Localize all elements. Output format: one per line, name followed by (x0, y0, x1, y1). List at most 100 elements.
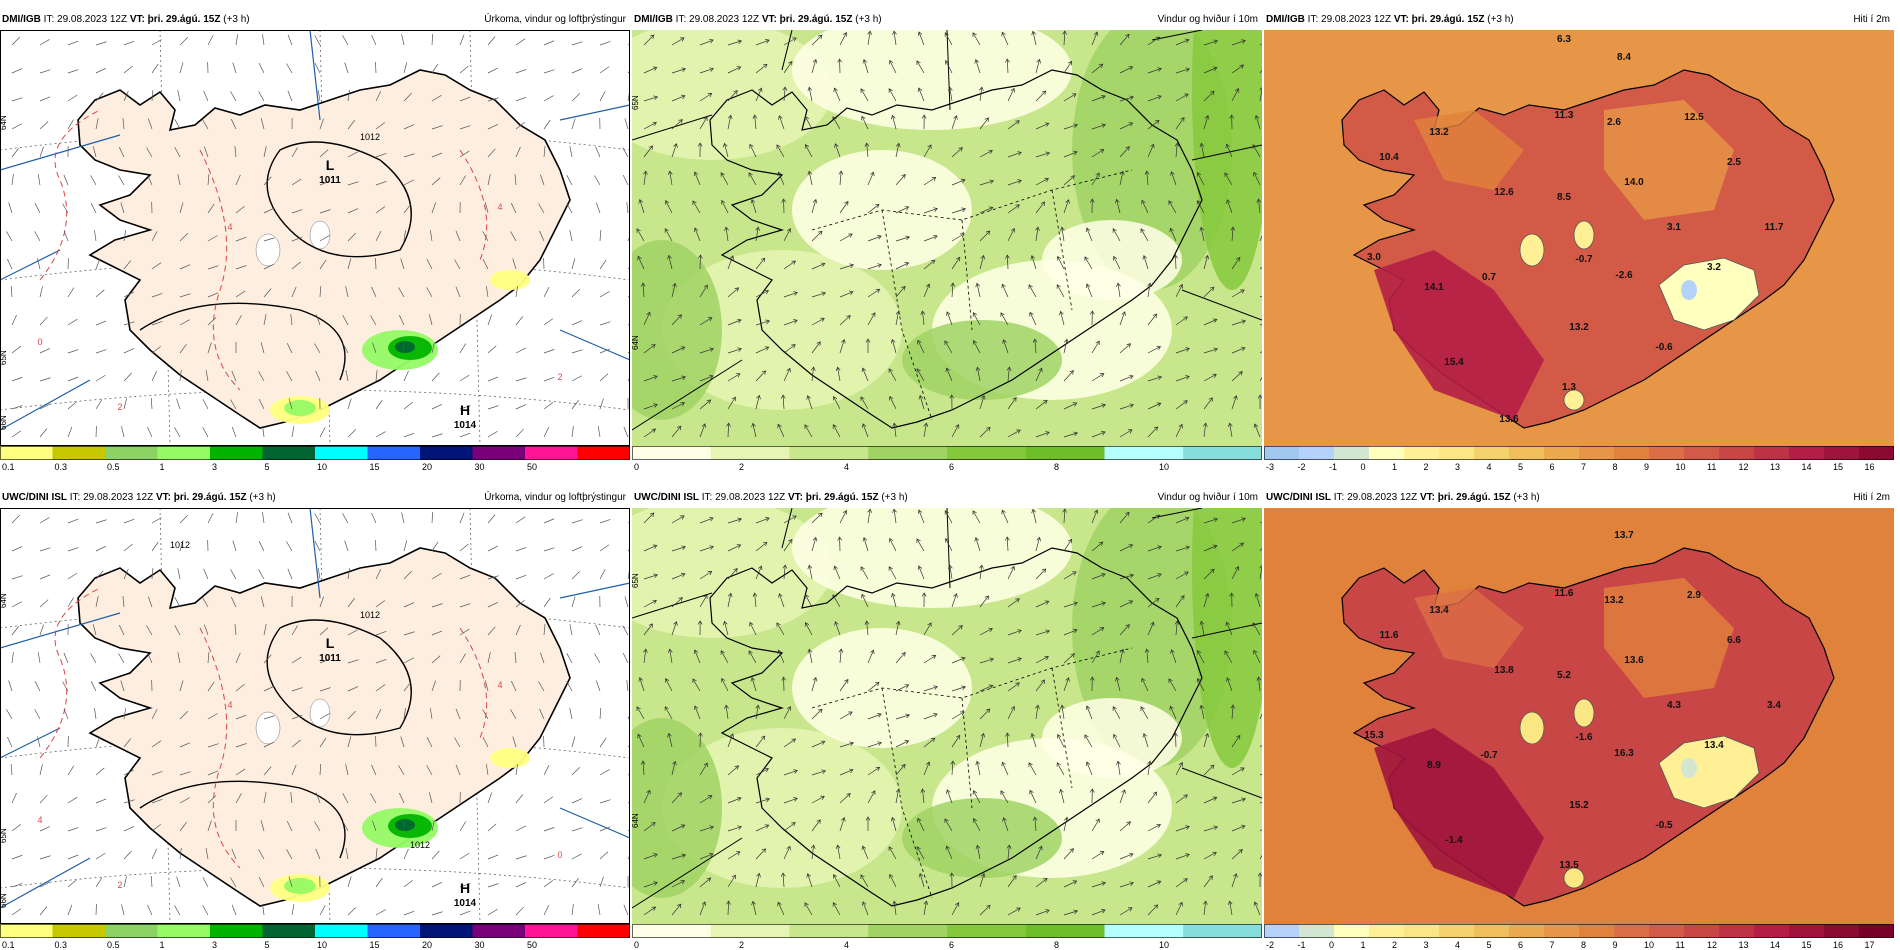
wind-map[interactable]: 65N 64N (632, 508, 1262, 924)
colorbar-swatch (1104, 924, 1184, 938)
iceland-coastline (77, 69, 571, 429)
colorbar-swatch (472, 446, 526, 460)
latitude-label: 64N (632, 813, 640, 828)
colorbar-swatch (1183, 924, 1262, 938)
colorbar-swatch (157, 924, 211, 938)
issue-time: IT: 29.08.2023 12Z (675, 14, 760, 25)
temperature-value: -0.7 (1480, 750, 1498, 761)
glacier-area (309, 220, 331, 250)
colorbar-swatch (1369, 446, 1405, 460)
colorbar-swatch (1299, 446, 1335, 460)
temperature-contour (459, 627, 488, 739)
temperature-value: 10.4 (1379, 152, 1399, 163)
issue-time: IT: 29.08.2023 12Z (43, 14, 128, 25)
isobar (139, 302, 346, 381)
colorbar-tick-label: 0.1 (2, 940, 15, 950)
latitude-label: 64N (632, 335, 640, 350)
colorbar-swatch (1859, 924, 1894, 938)
colorbar-tick-label: 0 (634, 462, 639, 472)
field-title: Hiti í 2m (1853, 492, 1890, 503)
colorbar-tick-label: 10 (1676, 462, 1686, 472)
temperature-value: 4.3 (1667, 700, 1681, 711)
colorbar-swatch (577, 446, 630, 460)
boundary-line (632, 837, 743, 909)
region-boundary (961, 219, 973, 331)
region-boundary (811, 169, 1133, 231)
colorbar-tick-label: 2 (739, 462, 744, 472)
colorbar-tick-label: 5 (1518, 462, 1523, 472)
colorbar-swatch (1404, 924, 1440, 938)
colorbar-swatch (525, 446, 578, 460)
temperature-contour (39, 587, 101, 759)
panel-header: DMI/IGB IT: 29.08.2023 12Z VT: þri. 29.á… (632, 12, 1262, 28)
wind-vectors (636, 30, 1262, 438)
colorbar-tick-label: 3 (212, 940, 217, 950)
panel-uwc-wind: UWC/DINI ISL IT: 29.08.2023 12Z VT: þri.… (632, 490, 1262, 950)
field-title: Hiti í 2m (1853, 14, 1890, 25)
colorbar-tick-label: 6 (1550, 462, 1555, 472)
colorbar-swatch (1789, 446, 1825, 460)
boundary-line (309, 508, 321, 599)
temperature-value: 8.9 (1427, 760, 1441, 771)
isobar (266, 141, 412, 258)
panel-uwc-precip: UWC/DINI ISL IT: 29.08.2023 12Z VT: þri.… (0, 490, 630, 950)
precip-colorbar: 0.1 0.3 0.5 1 3 5 10 15 20 30 50 (0, 446, 630, 472)
colorbar-swatch (1183, 446, 1262, 460)
temperature-value: 3.2 (1707, 262, 1721, 273)
latitude-label: 64N (0, 115, 8, 130)
temperature-value: -0.6 (1655, 342, 1673, 353)
colorbar-tick-label: 10 (317, 940, 327, 950)
high-pressure-marker: H (460, 880, 470, 896)
colorbar-swatch (210, 446, 263, 460)
pressure-value: 1014 (454, 898, 477, 909)
colorbar-swatch (367, 446, 421, 460)
lead-offset: (+3 h) (1487, 14, 1514, 25)
colorbar-swatch (1859, 446, 1894, 460)
panel-uwc-temp: UWC/DINI ISL IT: 29.08.2023 12Z VT: þri.… (1264, 490, 1894, 950)
lead-offset: (+3 h) (881, 492, 908, 503)
colorbar-tick-label: 3 (212, 462, 217, 472)
colorbar-tick-label: 15 (1802, 940, 1812, 950)
colorbar-tick-label: 0.3 (55, 462, 68, 472)
isobar (266, 619, 412, 736)
colorbar-tick-label: 1 (160, 940, 165, 950)
temperature-value: 13.2 (1429, 127, 1449, 138)
colorbar-tick-label: 4 (1487, 462, 1492, 472)
temperature-value: 0.7 (1482, 272, 1496, 283)
temp-map[interactable]: 13.7 13.4 11.6 11.6 13.2 2.9 13.6 6.6 13.8 5.2 4.3… (1264, 508, 1894, 924)
colorbar-tick-label: 5 (1487, 940, 1492, 950)
colorbar-tick-label: 20 (422, 462, 432, 472)
colorbar-swatch (789, 446, 869, 460)
colorbar-tick-label: -1 (1298, 940, 1306, 950)
colorbar-swatch (1649, 924, 1685, 938)
precip-map[interactable]: L 1011 H 1014 1012 1012 1012 4 2 4 4 0 65N 64N 66N (0, 508, 630, 924)
temp-map[interactable]: 8.4 13.2 10.4 11.3 2.6 12.5 14.0 2.5 12.6 8.5 3.1 1… (1264, 30, 1894, 446)
temperature-value: 2.6 (1607, 117, 1621, 128)
colorbar-tick-label: 13 (1770, 462, 1780, 472)
lead-offset: (+3 h) (249, 492, 276, 503)
boundary-line (1191, 144, 1262, 161)
issue-time: IT: 29.08.2023 12Z (701, 492, 786, 503)
wind-speed-area (632, 508, 832, 638)
boundary-line (0, 134, 121, 171)
colorbar-tick-label: 14 (1802, 462, 1812, 472)
boundary-line (0, 857, 91, 909)
boundary-line (309, 30, 321, 121)
colorbar-swatch (632, 924, 712, 938)
temperature-contour (199, 627, 241, 869)
glacier-area (1563, 389, 1585, 411)
wind-map[interactable]: 65N 64N (632, 30, 1262, 446)
boundary-line (0, 379, 91, 431)
precip-map[interactable]: L 1011 H 1014 1012 0 2 4 4 2 65N 64N 66N (0, 30, 630, 446)
colorbar-tick-label: -2 (1266, 940, 1274, 950)
boundary-line (632, 592, 713, 619)
colorbar-swatch (1684, 446, 1720, 460)
colorbar-swatch (710, 446, 790, 460)
colorbar-swatch (710, 924, 790, 938)
temperature-value: 3.4 (1767, 700, 1781, 711)
temperature-contour-label: 4 (227, 700, 232, 710)
model-name: UWC/DINI ISL (2, 492, 67, 503)
colorbar-frame (1264, 446, 1894, 460)
temperature-value: 13.5 (1559, 860, 1579, 871)
temperature-value: 11.7 (1765, 222, 1784, 233)
